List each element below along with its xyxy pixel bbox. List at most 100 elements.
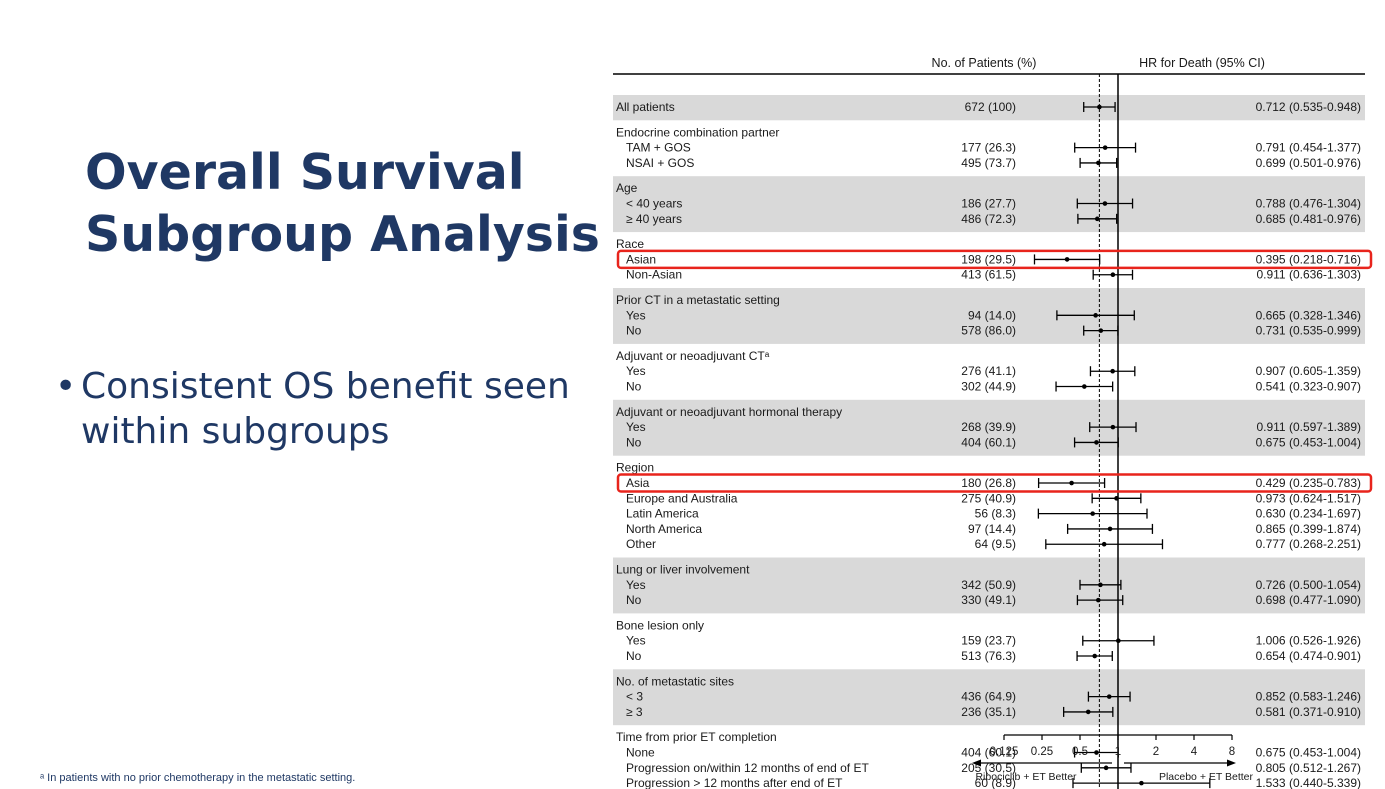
row-hr-ci: 0.699 (0.501-0.976): [1256, 156, 1361, 170]
hr-point: [1094, 440, 1099, 445]
row-label: Asia: [626, 476, 650, 490]
header-patients: No. of Patients (%): [932, 56, 1037, 70]
subgroup-label: Adjuvant or neoadjuvant hormonal therapy: [616, 405, 842, 419]
row-label: Yes: [626, 420, 646, 434]
row-hr-ci: 0.395 (0.218-0.716): [1256, 252, 1361, 266]
row-patients: 513 (76.3): [961, 649, 1016, 663]
row-hr-ci: 0.675 (0.453-1.004): [1256, 435, 1361, 449]
row-hr-ci: 0.852 (0.583-1.246): [1256, 690, 1361, 704]
row-hr-ci: 0.726 (0.500-1.054): [1256, 578, 1361, 592]
band-layer: [613, 95, 1365, 726]
hr-point: [1114, 496, 1119, 501]
subgroup-label: Age: [616, 181, 638, 195]
subgroup-band: [613, 288, 1365, 344]
slide-title-line-2: Subgroup Analysis: [85, 206, 600, 263]
row-label: No: [626, 380, 642, 394]
row-label: < 3: [626, 690, 643, 704]
row-hr-ci: 0.788 (0.476-1.304): [1256, 197, 1361, 211]
row-patients: 205 (30.5): [961, 761, 1016, 775]
row-patients: 302 (44.9): [961, 380, 1016, 394]
row-patients: 413 (61.5): [961, 268, 1016, 282]
favors-right-arrowhead: [1227, 759, 1236, 767]
row-label: NSAI + GOS: [626, 156, 694, 170]
row-label: All patients: [616, 100, 675, 114]
hr-point: [1139, 780, 1144, 786]
row-label: Other: [626, 537, 656, 551]
row-patients: 60 (8.9): [975, 776, 1016, 789]
hr-point: [1116, 638, 1121, 644]
subgroup-label: Endocrine combination partner: [616, 125, 779, 139]
row-label: Europe and Australia: [626, 491, 738, 505]
subgroup-label: Lung or liver involvement: [616, 563, 750, 577]
bullet-point: • Consistent OS benefit seen within subg…: [55, 364, 575, 454]
row-hr-ci: 0.973 (0.624-1.517): [1256, 491, 1361, 505]
row-hr-ci: 0.907 (0.605-1.359): [1256, 364, 1361, 378]
x-tick-label: 0.125: [990, 746, 1019, 758]
row-patients: 56 (8.3): [975, 507, 1016, 521]
subgroup-label: Prior CT in a metastatic setting: [616, 293, 780, 307]
row-patients: 186 (27.7): [961, 197, 1016, 211]
row-label: Asian: [626, 252, 656, 266]
subgroup-band: [613, 557, 1365, 614]
slide-title-line-1: Overall Survival: [85, 144, 525, 201]
subgroup-band: [613, 95, 1365, 121]
row-patients: 180 (26.8): [961, 476, 1016, 490]
row-patients: 330 (49.1): [961, 593, 1016, 607]
row-label: Yes: [626, 308, 646, 322]
hr-point: [1110, 368, 1115, 374]
hr-point: [1090, 511, 1095, 516]
hr-point: [1098, 328, 1104, 333]
row-label: Non-Asian: [626, 268, 682, 282]
row-hr-ci: 0.675 (0.453-1.004): [1256, 746, 1361, 760]
hr-point: [1106, 694, 1112, 699]
row-hr-ci: 0.777 (0.268-2.251): [1256, 537, 1361, 551]
hr-point: [1102, 201, 1108, 206]
row-patients: 64 (9.5): [975, 537, 1016, 551]
hr-point: [1069, 480, 1074, 486]
hr-point: [1103, 765, 1109, 771]
row-label: TAM + GOS: [626, 141, 691, 155]
highlight-box: [616, 473, 1373, 493]
hr-point: [1085, 709, 1091, 715]
subgroup-label: Bone lesion only: [616, 618, 704, 632]
subgroup-label: Adjuvant or neoadjuvant CTᵃ: [616, 349, 770, 363]
row-label: Yes: [626, 578, 646, 592]
row-patients: 94 (14.0): [968, 308, 1016, 322]
favors-left-arrowhead: [972, 759, 981, 767]
row-label: Progression > 12 months after end of ET: [626, 776, 843, 789]
row-label: North America: [626, 522, 702, 536]
row-label: Yes: [626, 634, 646, 648]
row-patients: 486 (72.3): [961, 212, 1016, 226]
row-hr-ci: 0.685 (0.481-0.976): [1256, 212, 1361, 226]
row-patients: 268 (39.9): [961, 420, 1016, 434]
favors-left-label: Ribociclib + ET Better: [975, 771, 1077, 783]
row-label: Yes: [626, 364, 646, 378]
subgroup-band: [613, 399, 1365, 456]
row-patients: 578 (86.0): [961, 324, 1016, 338]
row-hr-ci: 0.865 (0.399-1.874): [1256, 522, 1361, 536]
row-patients: 404 (60.1): [961, 435, 1016, 449]
highlight-box: [616, 249, 1373, 270]
row-patients: 276 (41.1): [961, 364, 1016, 378]
row-hr-ci: 0.712 (0.535-0.948): [1256, 100, 1361, 114]
row-hr-ci: 0.791 (0.454-1.377): [1256, 141, 1361, 155]
subgroup-label: Race: [616, 237, 644, 251]
row-hr-ci: 1.006 (0.526-1.926): [1256, 634, 1361, 648]
row-hr-ci: 0.630 (0.234-1.697): [1256, 507, 1361, 521]
row-hr-ci: 0.911 (0.597-1.389): [1256, 420, 1361, 434]
hr-point: [1098, 582, 1103, 588]
hr-point: [1107, 526, 1113, 532]
bullet-dot-icon: •: [55, 366, 77, 407]
row-patients: 672 (100): [965, 100, 1016, 114]
row-patients: 177 (26.3): [961, 141, 1016, 155]
row-hr-ci: 0.541 (0.323-0.907): [1256, 380, 1361, 394]
row-label: No: [626, 435, 642, 449]
x-tick-label: 4: [1191, 746, 1198, 758]
row-hr-ci: 0.665 (0.328-1.346): [1256, 308, 1361, 322]
row-label: ≥ 40 years: [626, 212, 682, 226]
hr-point: [1101, 541, 1107, 547]
subgroup-band: [613, 669, 1365, 726]
row-hr-ci: 1.533 (0.440-5.339): [1256, 776, 1361, 789]
slide-title: Overall Survival Subgroup Analysis: [85, 142, 600, 266]
subgroup-label: Region: [616, 461, 654, 475]
